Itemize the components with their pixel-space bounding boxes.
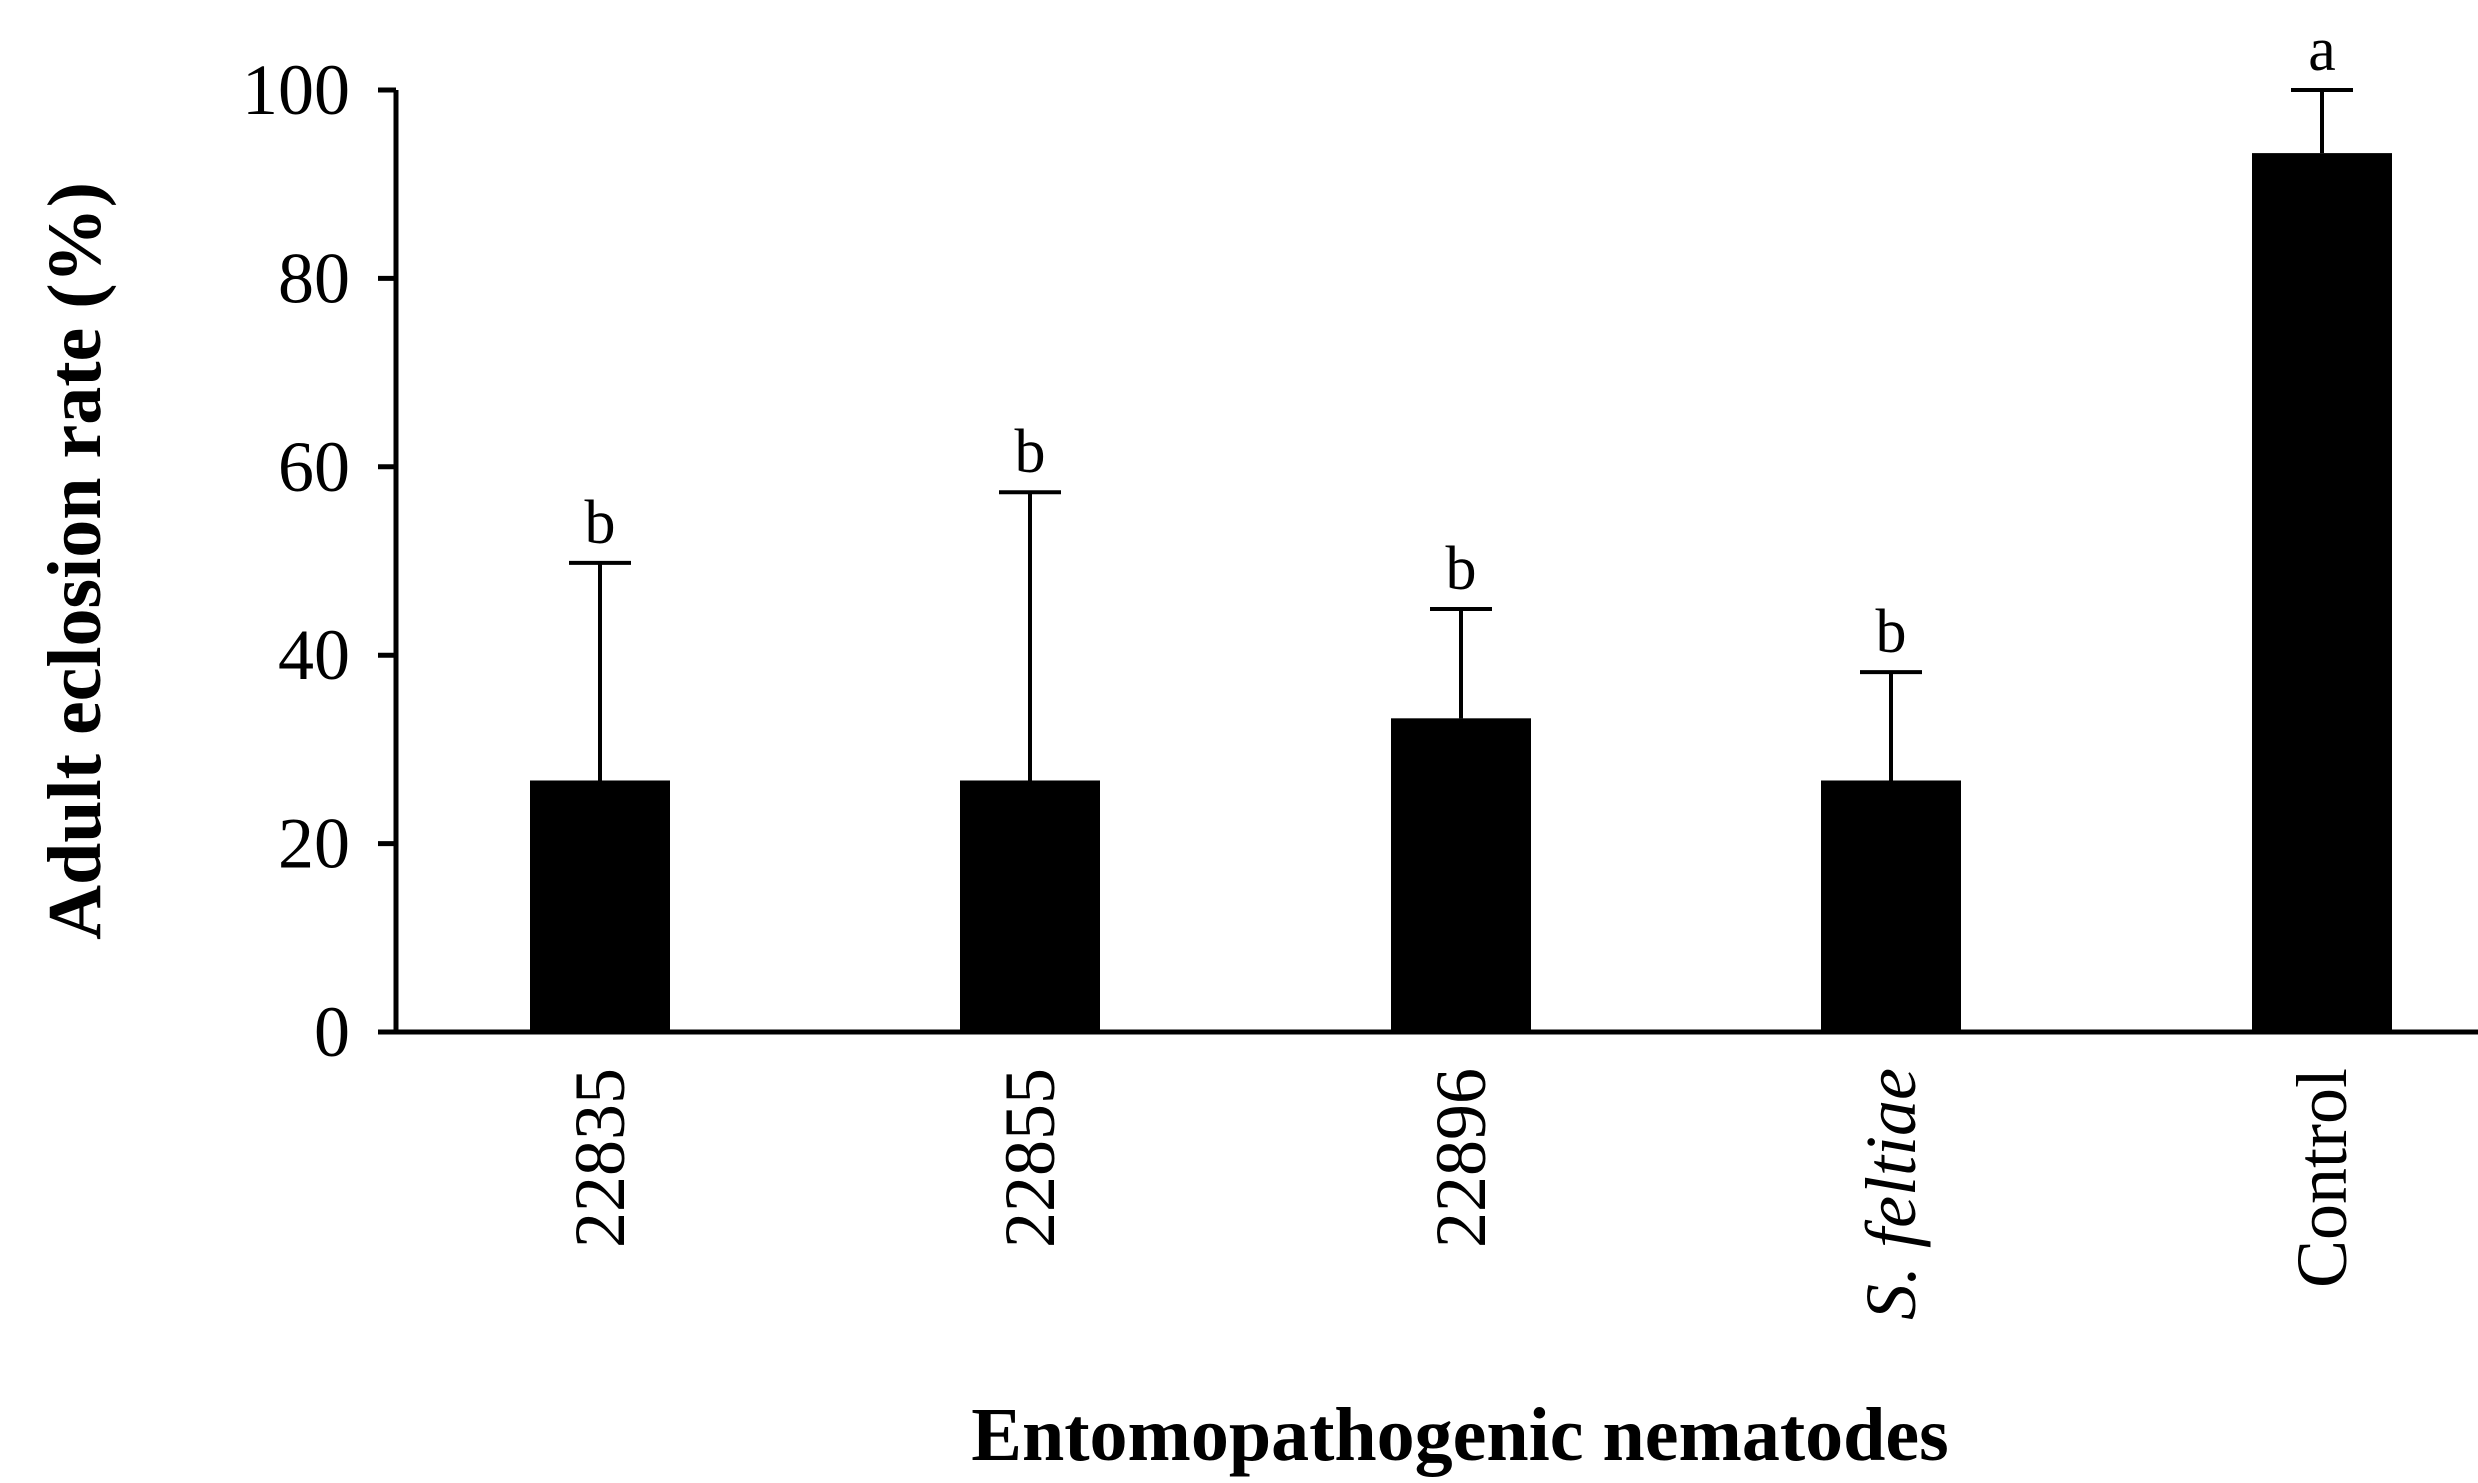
y-tick-label: 100 [242,50,350,130]
bar [2252,153,2392,1032]
significance-label: a [2308,16,2336,84]
bar [960,780,1100,1032]
bar [1821,780,1961,1032]
significance-label: b [1446,535,1477,603]
y-ticks: 0 20 40 60 80 100 [242,50,396,1072]
y-tick-label: 0 [314,992,350,1072]
bars [530,153,2392,1032]
category-label: 22896 [1421,1068,1501,1248]
y-tick-label: 20 [278,804,350,884]
category-label: Control [2282,1068,2362,1288]
y-tick-label: 40 [278,615,350,695]
y-axis-title: Adult eclosion rate (%) [33,182,117,940]
bar [530,780,670,1032]
x-axis-title: Entomopathogenic nematodes [971,1393,1948,1477]
y-tick-label: 80 [278,238,350,318]
category-label: 22835 [560,1068,640,1248]
category-label: S. feltiae [1851,1068,1931,1320]
category-label: 22855 [990,1068,1070,1248]
significance-label: b [1876,598,1907,666]
error-bars [569,88,2353,781]
bar [1391,718,1531,1032]
significance-labels: b b b b a [585,16,2336,666]
significance-label: b [585,489,616,557]
category-labels: 22835 22855 22896 S. feltiae Control [560,1068,2362,1320]
significance-label: b [1015,418,1046,486]
y-tick-label: 60 [278,427,350,507]
